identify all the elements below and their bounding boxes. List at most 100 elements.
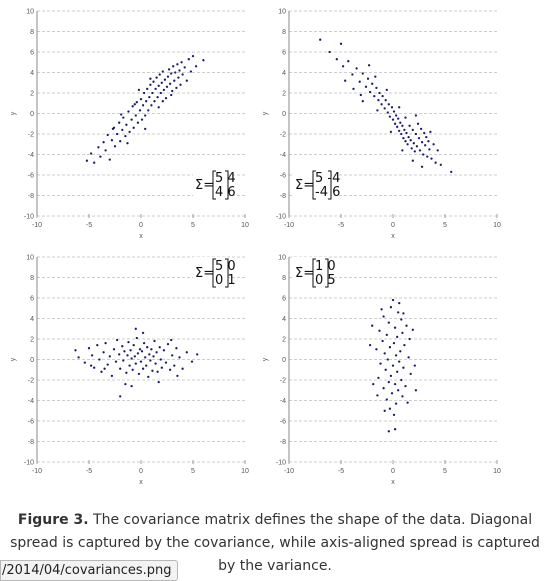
data-point	[376, 109, 379, 112]
data-point	[85, 159, 89, 162]
data-point	[128, 364, 131, 367]
data-point	[393, 428, 397, 431]
x-tick-label: -5	[338, 468, 344, 475]
y-tick-label: -6	[280, 172, 286, 179]
x-tick-label: 0	[139, 468, 143, 475]
y-tick-label: 2	[282, 90, 286, 97]
scatter-chart-2: 10 8 6 4 2 0 -2 -4 -6 -8 -10 -10 -5 0 5 10 x y Σ= 5 -4-4 6	[262, 8, 501, 240]
y-tick-label: 0	[282, 111, 286, 118]
y-tick-label: -4	[280, 398, 286, 405]
data-point	[141, 367, 145, 370]
data-point	[136, 121, 140, 124]
y-tick-label: 6	[282, 49, 286, 56]
data-point	[166, 75, 170, 78]
y-tick-label: -4	[28, 398, 34, 405]
data-point	[407, 135, 410, 139]
data-point	[414, 114, 418, 117]
y-tick-label: -6	[28, 418, 34, 425]
y-axis-label: y	[262, 357, 269, 361]
data-point	[430, 157, 433, 160]
data-point	[103, 367, 106, 370]
sigma-symbol: Σ=	[295, 266, 314, 281]
data-point	[156, 95, 159, 99]
data-point	[352, 87, 355, 91]
data-point	[387, 103, 390, 106]
data-point	[185, 351, 188, 354]
matrix-row: -4 6	[315, 185, 340, 200]
data-point	[178, 356, 181, 359]
data-point	[145, 100, 148, 103]
y-tick-label: -2	[28, 377, 34, 384]
data-point	[379, 362, 382, 365]
data-point	[97, 146, 100, 149]
figure-caption: Figure 3. The covariance matrix defines …	[0, 509, 550, 578]
y-tick-label: -10	[24, 213, 34, 220]
data-point	[122, 116, 125, 119]
data-point	[150, 104, 153, 107]
x-tick-label: -5	[86, 222, 92, 229]
matrix-right-bracket	[328, 170, 332, 200]
scatter-chart-1: 10 8 6 4 2 0 -2 -4 -6 -8 -10 -10 -5 0 5 10 x y Σ= 5 44 6	[10, 8, 249, 240]
data-point	[375, 348, 378, 351]
x-tick-label: -5	[86, 468, 92, 475]
data-point	[384, 368, 387, 371]
x-tick-label: 10	[493, 222, 501, 229]
y-tick-label: 10	[26, 254, 34, 261]
data-point	[376, 394, 379, 397]
data-point	[371, 82, 374, 85]
data-point	[99, 155, 102, 158]
data-point	[176, 374, 179, 378]
data-point	[429, 130, 432, 134]
data-point	[381, 94, 384, 98]
data-point	[385, 88, 388, 92]
data-point	[110, 139, 114, 142]
data-point	[391, 298, 395, 302]
data-point	[132, 126, 135, 129]
y-tick-label: 0	[30, 357, 34, 364]
data-point	[191, 54, 195, 58]
data-point	[173, 364, 176, 367]
data-point	[171, 354, 174, 357]
y-tick-label: -8	[28, 193, 34, 200]
data-point	[328, 50, 331, 54]
data-point	[133, 103, 136, 106]
data-point	[127, 340, 130, 344]
data-point	[408, 124, 411, 127]
data-point	[149, 359, 152, 362]
y-tick-label: -8	[28, 439, 34, 446]
data-point	[146, 346, 149, 349]
y-tick-label: 8	[282, 275, 286, 282]
data-point	[385, 333, 388, 337]
data-point	[405, 324, 408, 327]
data-point	[389, 130, 393, 134]
data-point	[400, 132, 403, 136]
data-point	[153, 100, 156, 103]
data-point	[406, 143, 409, 146]
data-point	[147, 375, 150, 379]
data-point	[175, 86, 178, 90]
data-point	[377, 99, 380, 102]
data-point	[393, 382, 397, 386]
data-point	[133, 355, 136, 358]
data-point	[413, 364, 416, 367]
y-tick-label: -4	[280, 152, 286, 159]
y-tick-label: -2	[280, 377, 286, 384]
sigma-symbol: Σ=	[295, 178, 314, 193]
data-point	[397, 389, 400, 392]
y-tick-label: -10	[24, 459, 34, 466]
data-point	[148, 353, 151, 356]
data-point	[380, 103, 383, 106]
data-point	[108, 158, 111, 161]
data-point	[157, 380, 160, 384]
data-point	[399, 121, 402, 124]
data-point	[411, 159, 414, 162]
y-tick-label: 8	[30, 29, 34, 36]
data-point	[398, 360, 401, 363]
scatter-chart-3: 10 8 6 4 2 0 -2 -4 -6 -8 -10 -10 -5 0 5 10 x y Σ= 5 00 1	[10, 254, 249, 486]
data-point	[139, 97, 143, 101]
data-point	[149, 77, 152, 80]
y-tick-label: -10	[276, 459, 286, 466]
data-point	[383, 107, 386, 110]
data-point	[413, 150, 416, 153]
data-point	[381, 339, 384, 343]
